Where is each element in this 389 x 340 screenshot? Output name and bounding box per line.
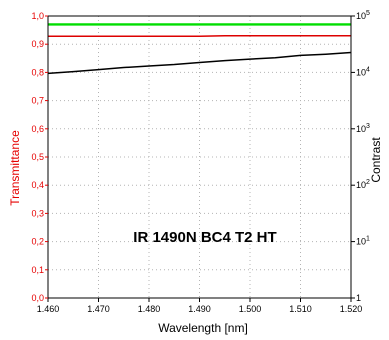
y-right-tick-label: 103: [356, 123, 370, 134]
y-left-tick-label: 0,0: [31, 293, 44, 303]
y-right-tick-label: 105: [356, 10, 370, 21]
y-left-tick-label: 0,1: [31, 265, 44, 275]
y-axis-label-right: Contrast: [369, 137, 383, 183]
y-left-tick-label: 0,9: [31, 39, 44, 49]
y-left-tick-label: 0,6: [31, 124, 44, 134]
x-tick-label: 1.490: [188, 304, 211, 314]
y-right-tick-label: 104: [356, 66, 370, 77]
series-line-1: [48, 34, 351, 38]
y-axis-label-left: Transmittance: [8, 130, 22, 206]
y-left-tick-label: 0,3: [31, 208, 44, 218]
y-left-tick-label: 1,0: [31, 11, 44, 21]
x-tick-label: 1.480: [138, 304, 161, 314]
y-left-tick-label: 0,4: [31, 180, 44, 190]
grid: [48, 16, 351, 298]
x-tick-label: 1.470: [87, 304, 110, 314]
series-line-2: [47, 51, 352, 75]
x-axis-label: Wavelength [nm]: [158, 321, 248, 335]
y-left-tick-label: 0,8: [31, 67, 44, 77]
chart-annotation: IR 1490N BC4 T2 HT: [133, 229, 276, 246]
series-layer: [47, 23, 352, 75]
y-right-tick-label: 1: [356, 293, 361, 303]
plot-frame: [47, 15, 352, 299]
x-tick-label: 1.500: [239, 304, 262, 314]
tick-layer: 1.460 1.470 1.480 1.490 1.500 1.510 1.520 0,0 0,…: [31, 10, 370, 314]
y-left-tick-label: 0,7: [31, 96, 44, 106]
x-tick-label: 1.510: [289, 304, 312, 314]
x-tick-label: 1.520: [340, 304, 363, 314]
y-left-tick-label: 0,2: [31, 237, 44, 247]
x-tick-label: 1.460: [37, 304, 60, 314]
y-right-tick-label: 102: [356, 179, 370, 190]
y-left-tick-label: 0,5: [31, 152, 44, 162]
y-right-tick-label: 101: [356, 236, 370, 247]
